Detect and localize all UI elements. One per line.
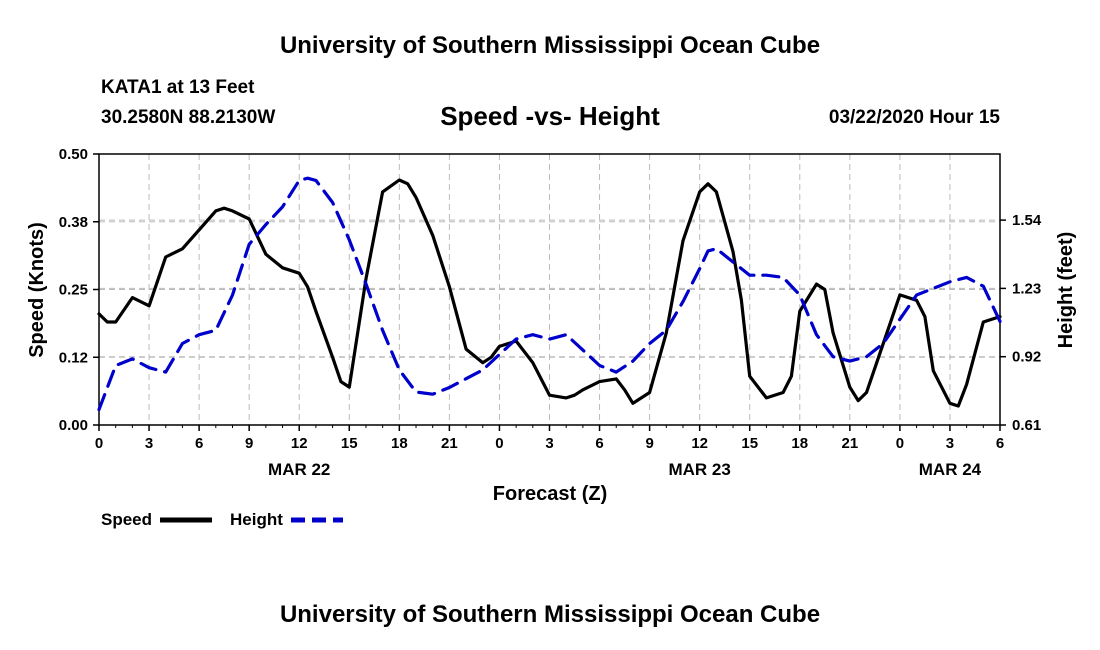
date-label: MAR 22 bbox=[268, 460, 330, 479]
series-group bbox=[97, 176, 1002, 412]
x-tick-label: 15 bbox=[341, 435, 358, 452]
legend-label-height: Height bbox=[230, 510, 283, 529]
y-left-tick-label: 0.12 bbox=[59, 349, 88, 366]
x-tick-label: 15 bbox=[741, 435, 758, 452]
y-left-tick-label: 0.50 bbox=[59, 146, 88, 163]
x-tick-label: 3 bbox=[946, 435, 954, 452]
legend: Speed Height bbox=[101, 510, 343, 529]
forecast-date: 03/22/2020 Hour 15 bbox=[828, 107, 1000, 128]
station-coordinates: 30.2580N 88.2130W bbox=[101, 107, 276, 128]
date-label: MAR 24 bbox=[919, 460, 982, 479]
page-title: University of Southern Mississippi Ocean… bbox=[279, 32, 821, 59]
x-tick-label: 6 bbox=[595, 435, 603, 452]
x-tick-label: 6 bbox=[195, 435, 203, 452]
x-tick-label: 9 bbox=[245, 435, 253, 452]
x-tick-label: 12 bbox=[691, 435, 708, 452]
date-label: MAR 23 bbox=[668, 460, 730, 479]
axis-ticks: 0 3 6 9 12 15 18 21 0 3 6 9 12 15 18 21 0 3 6 0.00 0.12 0.25 0… bbox=[59, 146, 1042, 479]
y-left-tick-label: 0.00 bbox=[59, 417, 88, 434]
y-right-tick-label: 0.61 bbox=[1012, 417, 1041, 434]
x-tick-label: 18 bbox=[391, 435, 408, 452]
y-left-tick-label: 0.25 bbox=[59, 282, 88, 299]
series-line-height bbox=[97, 176, 1002, 412]
x-tick-label: 0 bbox=[896, 435, 904, 452]
x-tick-label: 3 bbox=[545, 435, 553, 452]
x-axis-label: Forecast (Z) bbox=[493, 483, 607, 505]
series-line-speed bbox=[97, 178, 1002, 408]
x-tick-label: 6 bbox=[996, 435, 1004, 452]
legend-label-speed: Speed bbox=[101, 510, 152, 529]
x-tick-label: 0 bbox=[95, 435, 103, 452]
y-axis-label-right: Height (feet) bbox=[1055, 232, 1077, 349]
x-tick-label: 3 bbox=[145, 435, 153, 452]
x-tick-label: 21 bbox=[841, 435, 858, 452]
x-tick-label: 0 bbox=[495, 435, 503, 452]
y-right-tick-label: 1.23 bbox=[1012, 280, 1041, 297]
y-right-tick-label: 1.54 bbox=[1012, 212, 1042, 229]
station-name: KATA1 at 13 Feet bbox=[101, 77, 255, 98]
x-tick-label: 9 bbox=[645, 435, 653, 452]
footer-title: University of Southern Mississippi Ocean… bbox=[279, 601, 821, 628]
x-tick-label: 18 bbox=[791, 435, 808, 452]
x-tick-label: 12 bbox=[291, 435, 308, 452]
y-axis-label-left: Speed (Knots) bbox=[26, 222, 48, 358]
x-tick-label: 21 bbox=[441, 435, 458, 452]
y-left-tick-label: 0.38 bbox=[59, 214, 88, 231]
chart-title: Speed -vs- Height bbox=[440, 101, 660, 131]
y-right-tick-label: 0.92 bbox=[1012, 349, 1041, 366]
